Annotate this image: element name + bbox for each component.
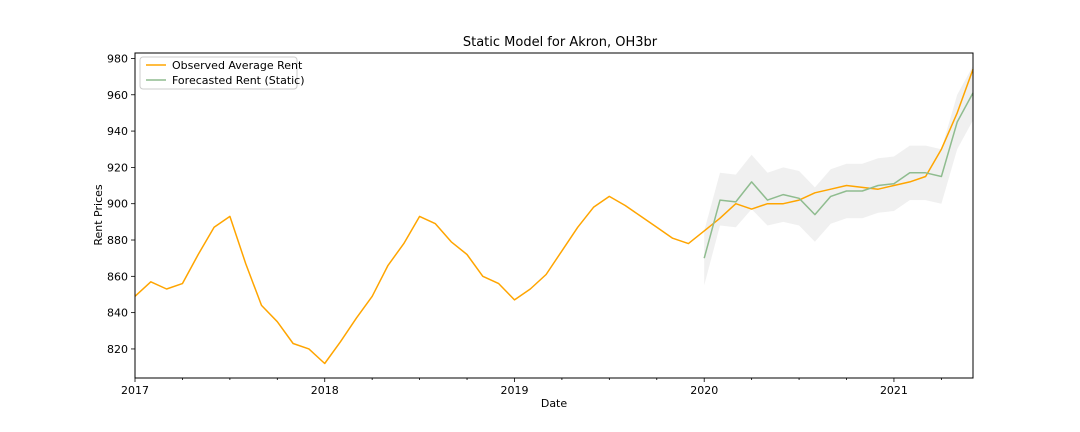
- x-tick-label: 2021: [880, 384, 908, 397]
- confidence-interval-layer: [704, 65, 973, 286]
- y-axis: 820 840 860 880 900 920 940 960 980: [107, 52, 135, 356]
- plot-frame: [134, 52, 974, 379]
- x-tick-label: 2018: [311, 384, 339, 397]
- y-tick-label: 900: [107, 198, 128, 211]
- x-tick-label: 2020: [690, 384, 718, 397]
- chart-title: Static Model for Akron, OH3br: [463, 35, 658, 50]
- y-tick-label: 860: [107, 270, 128, 283]
- y-tick-label: 960: [107, 89, 128, 102]
- x-axis: 2017 2018 2019 2020 2021: [121, 378, 942, 397]
- y-tick-label: 880: [107, 234, 128, 247]
- observed-rent-line: [134, 69, 974, 365]
- x-axis-label: Date: [541, 397, 568, 410]
- x-tick-label: 2019: [500, 384, 528, 397]
- y-tick-label: 840: [107, 307, 128, 320]
- y-tick-label: 940: [107, 125, 128, 138]
- forecast-rent-line: [703, 92, 974, 259]
- legend-label-forecast: Forecasted Rent (Static): [172, 74, 305, 87]
- y-tick-label: 820: [107, 343, 128, 356]
- legend: Observed Average Rent Forecasted Rent (S…: [139, 56, 305, 90]
- forecast-confidence-band: [704, 65, 973, 286]
- series-lines-layer: [134, 69, 974, 365]
- y-axis-label: Rent Prices: [92, 184, 105, 246]
- y-tick-label: 980: [107, 52, 128, 65]
- x-tick-label: 2017: [121, 384, 149, 397]
- legend-label-observed: Observed Average Rent: [172, 59, 303, 72]
- y-tick-label: 920: [107, 161, 128, 174]
- legend-box: [139, 56, 298, 90]
